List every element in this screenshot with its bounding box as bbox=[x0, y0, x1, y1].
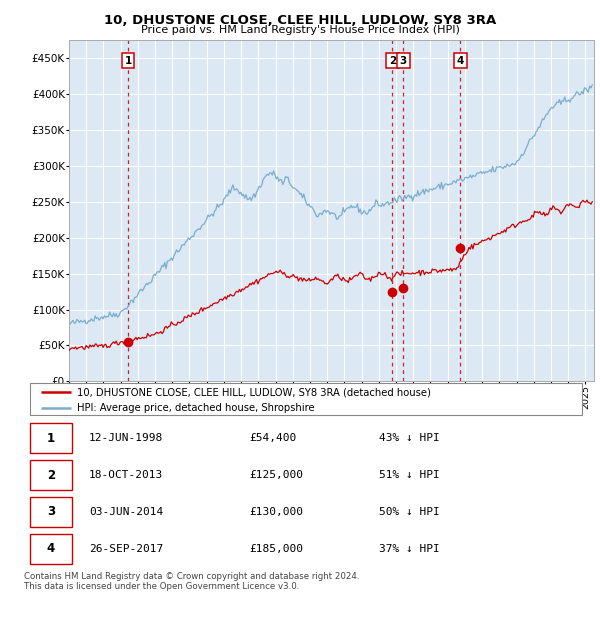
Text: 3: 3 bbox=[47, 505, 55, 518]
Text: 1: 1 bbox=[125, 56, 132, 66]
Text: £130,000: £130,000 bbox=[250, 507, 304, 517]
Text: 03-JUN-2014: 03-JUN-2014 bbox=[89, 507, 163, 517]
Text: 37% ↓ HPI: 37% ↓ HPI bbox=[379, 544, 440, 554]
Text: 51% ↓ HPI: 51% ↓ HPI bbox=[379, 470, 440, 480]
FancyBboxPatch shape bbox=[29, 534, 72, 564]
Text: 2: 2 bbox=[47, 469, 55, 482]
Text: 4: 4 bbox=[457, 56, 464, 66]
Text: Contains HM Land Registry data © Crown copyright and database right 2024.
This d: Contains HM Land Registry data © Crown c… bbox=[24, 572, 359, 591]
Text: 10, DHUSTONE CLOSE, CLEE HILL, LUDLOW, SY8 3RA (detached house): 10, DHUSTONE CLOSE, CLEE HILL, LUDLOW, S… bbox=[77, 387, 431, 397]
Text: 1: 1 bbox=[47, 432, 55, 445]
Text: 12-JUN-1998: 12-JUN-1998 bbox=[89, 433, 163, 443]
FancyBboxPatch shape bbox=[30, 383, 582, 415]
FancyBboxPatch shape bbox=[29, 497, 72, 527]
Text: HPI: Average price, detached house, Shropshire: HPI: Average price, detached house, Shro… bbox=[77, 403, 314, 414]
Text: £185,000: £185,000 bbox=[250, 544, 304, 554]
Text: 18-OCT-2013: 18-OCT-2013 bbox=[89, 470, 163, 480]
Text: 10, DHUSTONE CLOSE, CLEE HILL, LUDLOW, SY8 3RA: 10, DHUSTONE CLOSE, CLEE HILL, LUDLOW, S… bbox=[104, 14, 496, 27]
Text: 50% ↓ HPI: 50% ↓ HPI bbox=[379, 507, 440, 517]
Text: Price paid vs. HM Land Registry's House Price Index (HPI): Price paid vs. HM Land Registry's House … bbox=[140, 25, 460, 35]
Text: £54,400: £54,400 bbox=[250, 433, 297, 443]
Text: 26-SEP-2017: 26-SEP-2017 bbox=[89, 544, 163, 554]
FancyBboxPatch shape bbox=[29, 460, 72, 490]
Text: £125,000: £125,000 bbox=[250, 470, 304, 480]
Text: 2: 2 bbox=[389, 56, 396, 66]
FancyBboxPatch shape bbox=[29, 423, 72, 453]
Text: 3: 3 bbox=[400, 56, 407, 66]
Text: 43% ↓ HPI: 43% ↓ HPI bbox=[379, 433, 440, 443]
Text: 4: 4 bbox=[47, 542, 55, 556]
